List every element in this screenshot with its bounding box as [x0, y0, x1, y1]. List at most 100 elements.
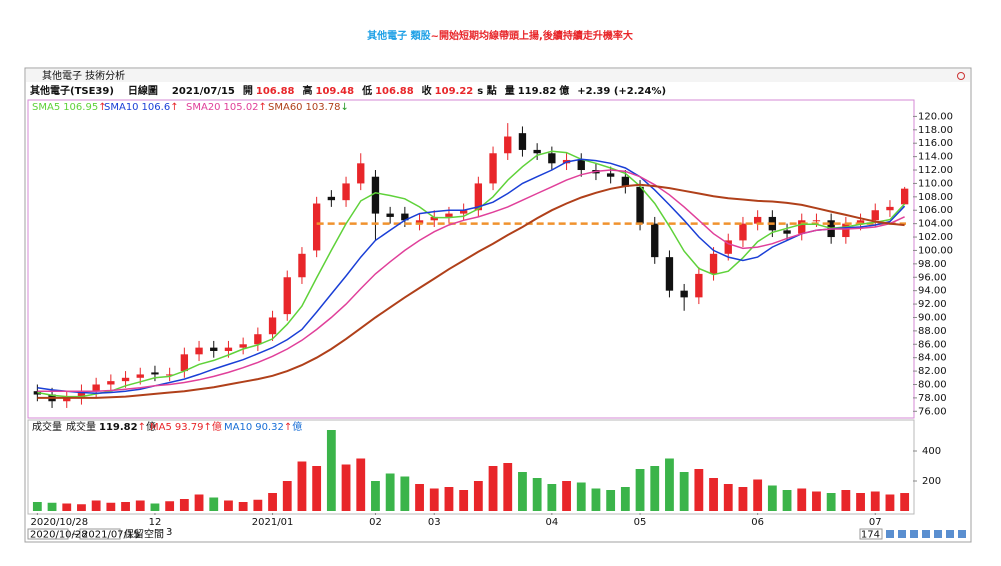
volume-legend-value: 90.32	[255, 422, 284, 433]
volume-bar	[488, 466, 498, 511]
candle-body	[298, 253, 306, 278]
volume-bar	[341, 464, 351, 511]
toolbar-sep: ~	[71, 530, 79, 541]
volume-bar	[209, 497, 219, 511]
volume-bar	[723, 484, 733, 511]
volume-bar	[165, 501, 175, 511]
candle-body	[239, 344, 247, 348]
volume-bar	[518, 472, 527, 511]
candle-body	[871, 210, 879, 221]
ma-legend-value: 105.02	[224, 102, 259, 113]
candle-body	[445, 213, 453, 217]
volume-bar	[870, 491, 880, 511]
start-date-box[interactable]	[27, 528, 69, 540]
candle-body	[798, 220, 806, 234]
volume-bar	[326, 430, 336, 511]
end-date-box[interactable]	[79, 528, 121, 540]
volume-bar	[356, 458, 366, 511]
y-tick-label: 200	[922, 476, 941, 487]
toolbar-zoom: 174	[861, 530, 880, 541]
y-tick-label: 84.00	[918, 353, 947, 364]
info-change: +2.39 (+2.24%)	[577, 86, 666, 97]
toolbar-end: 2021/07/15	[82, 530, 140, 541]
y-tick-label: 90.00	[918, 312, 947, 323]
candle-body	[621, 176, 630, 187]
candle-body	[401, 213, 409, 221]
toolbar-start: 2020/10/28	[30, 530, 88, 541]
candle-body	[77, 391, 86, 398]
toolbar-reserve-value: 3	[166, 527, 172, 538]
candle-body	[459, 210, 468, 214]
y-tick-label: 100.00	[918, 245, 953, 256]
y-tick-label: 120.00	[918, 111, 953, 122]
ma-legend-value: 106.6	[142, 102, 171, 113]
volume-bar	[885, 494, 895, 511]
candle-body	[753, 216, 762, 224]
volume-bar	[635, 469, 645, 511]
y-tick-label: 98.00	[918, 259, 947, 270]
candle-body	[357, 163, 365, 184]
volume-bar	[459, 490, 469, 511]
volume-legend-name: MA10	[224, 422, 252, 433]
volume-legend: MA5 93.79↑億	[150, 420, 222, 433]
x-tick-label: 06	[751, 517, 764, 528]
volume-bar	[297, 461, 307, 511]
ma-line	[37, 158, 906, 394]
candle-body	[92, 384, 100, 392]
volume-bar	[135, 500, 145, 511]
candle-body	[165, 374, 174, 376]
candle-body	[386, 213, 394, 217]
ma-legend-trend: ↑	[170, 102, 178, 113]
candle-body	[430, 216, 438, 221]
info-stock: 其他電子(TSE39)	[30, 84, 114, 97]
volume-bar	[753, 479, 763, 511]
y-tick-label: 76.00	[918, 406, 947, 417]
volume-bar	[562, 481, 571, 511]
volume-bar	[591, 488, 601, 511]
volume-legend-unit: 億	[212, 420, 222, 433]
volume-bar	[62, 503, 72, 511]
volume-legend: 成交量 119.82↑億	[66, 420, 156, 433]
volume-legend-name: 成交量	[66, 420, 96, 433]
ma-legend: SMA10 106.6↑	[104, 102, 179, 113]
volume-bar	[429, 488, 439, 511]
candle-body	[151, 372, 159, 375]
x-tick-label: 07	[869, 517, 882, 528]
volume-bar	[606, 490, 616, 511]
volume-bar	[47, 502, 57, 511]
volume-bar	[371, 481, 380, 511]
y-tick-label: 106.00	[918, 205, 953, 216]
window-frame	[24, 67, 972, 543]
ma-line	[37, 169, 905, 392]
y-tick-label: 94.00	[918, 286, 947, 297]
volume-legend-name: MA5	[150, 422, 172, 433]
y-tick-label: 108.00	[918, 192, 953, 203]
zoom-box[interactable]	[859, 528, 883, 540]
x-tick-label: 05	[634, 517, 647, 528]
window-title: 其他電子 技術分析	[42, 69, 125, 82]
headline-part: ~開始短期均線帶頭上揚,後續持續走升機率大	[431, 29, 633, 42]
volume-bar	[312, 466, 322, 511]
candle-body	[606, 173, 615, 177]
candle-body	[900, 188, 909, 205]
info-open: 106.88	[256, 86, 295, 97]
candle-body	[283, 277, 291, 315]
toolbar-reserve: 保留空間	[124, 528, 164, 541]
info-volume-label: 量	[505, 84, 515, 97]
candle-body	[783, 230, 791, 234]
ma-legend-name: SMA10	[104, 102, 139, 113]
volume-bar	[194, 494, 204, 511]
candle-body	[842, 223, 850, 238]
candle-body	[312, 203, 321, 251]
zoom-icon[interactable]	[957, 72, 965, 80]
y-tick-label: 104.00	[918, 219, 953, 230]
ma-legend-value: 103.78	[306, 102, 341, 113]
x-tick-label: 12	[149, 517, 162, 528]
volume-bar	[415, 484, 424, 511]
candle-body	[651, 223, 659, 258]
candle-body	[636, 186, 644, 224]
headline: 其他電子 類股~開始短期均線帶頭上揚,後續持續走升機率大	[367, 29, 633, 42]
info-unit: s 點	[477, 84, 496, 97]
candle-body	[268, 317, 277, 335]
